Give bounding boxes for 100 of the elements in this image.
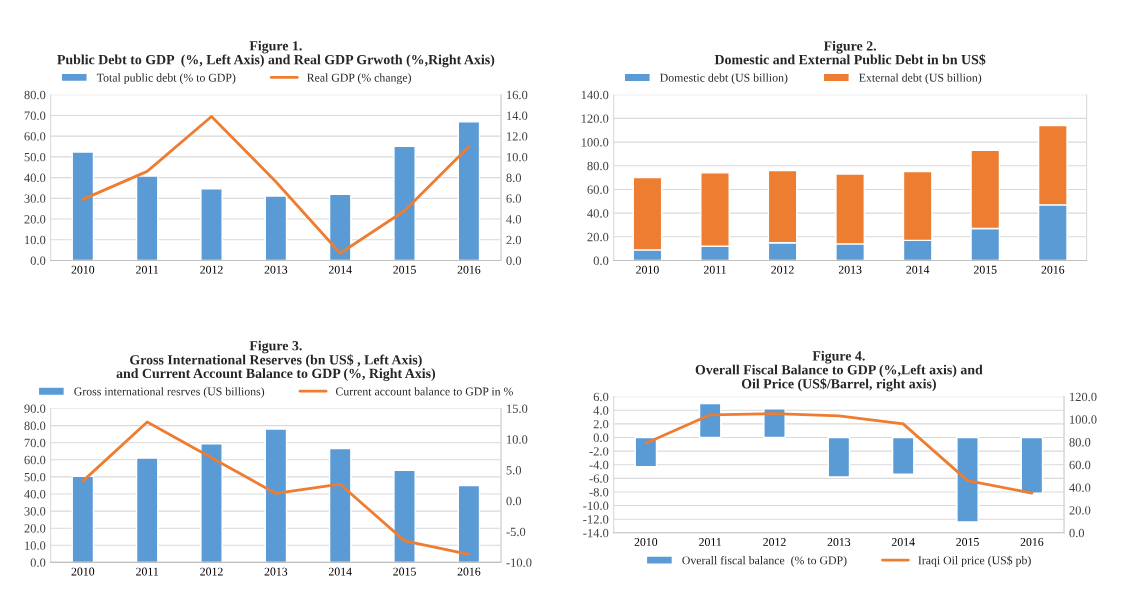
y-tick-label: 70.0 (24, 438, 46, 448)
y2-tick-label: 100.0 (1070, 415, 1097, 424)
bar (328, 193, 352, 261)
y-tick-label: 140.0 (581, 90, 609, 100)
y2-tick-label: 16.0 (507, 90, 528, 100)
y2-tick-label: 120.0 (1070, 392, 1097, 402)
y-tick-label: 120.0 (581, 114, 609, 123)
x-tick-label: 2014 (891, 538, 915, 546)
bar (71, 475, 95, 563)
y2-tick-label: -5.0 (506, 527, 526, 537)
x-tick-label: 2015 (393, 567, 416, 576)
x-tick-label: 2014 (328, 265, 352, 274)
chart-title: Figure 4. Overall Fiscal Balance to GDP (%,Left axis) and Oil Price (US$/Barrel, right axis) (695, 350, 983, 392)
bar (328, 447, 352, 563)
y-tick-label: 0.0 (30, 256, 46, 265)
x-tick-label: 2016 (457, 265, 481, 274)
y-tick-label: 80.0 (24, 90, 46, 100)
bar (891, 436, 915, 475)
y-tick-label: 30.0 (24, 194, 46, 203)
y2-tick-label: 60.0 (1069, 460, 1091, 470)
y2-tick-label: 12.0 (507, 132, 528, 141)
y-tick-label: 40.0 (24, 490, 46, 499)
line-series (81, 115, 471, 255)
y2-tick-label: 5.0 (506, 466, 522, 475)
bar (200, 443, 223, 563)
x-tick-label: 2014 (328, 567, 352, 576)
y-tick-label: 20.0 (24, 215, 46, 224)
line-series (81, 420, 471, 556)
x-tick-label: 2015 (393, 265, 416, 274)
legend-label: Gross international resrves (US billions) (74, 387, 265, 398)
y-tick-label: 0.0 (593, 256, 609, 265)
y2-tick-label: 10.0 (507, 152, 528, 162)
bar (393, 469, 416, 563)
y2-tick-label: 2.0 (506, 235, 522, 245)
y-tick-label: 2.0 (593, 419, 609, 429)
legend-label: Total public debt (% to GDP) (96, 73, 236, 85)
bar (393, 145, 416, 261)
legend-label: External debt (US billion) (859, 73, 982, 85)
bar (956, 436, 979, 523)
x-tick-label: 2016 (1041, 265, 1065, 274)
y-tick-label: 80.0 (587, 161, 609, 171)
y2-tick-label: 10.0 (507, 435, 528, 444)
y-tick-label: 70.0 (24, 111, 46, 120)
y-tick-label: 10.0 (25, 235, 46, 245)
x-tick-label: 2015 (956, 538, 979, 546)
chart-title: Figure 2. Domestic and External Public Debt in bn US$ (714, 40, 986, 66)
y-tick-label: 40.0 (587, 209, 609, 218)
y-tick-label: 60.0 (24, 132, 46, 141)
y-tick-label: 20.0 (24, 524, 46, 533)
x-tick-label: 2013 (838, 265, 862, 274)
x-tick-label: 2013 (827, 538, 851, 546)
y2-tick-label: 8.0 (506, 173, 522, 183)
x-tick-label: 2014 (906, 265, 930, 274)
x-tick-label: 2012 (763, 538, 786, 546)
legend-label: Real GDP (% change) (307, 73, 411, 85)
y2-tick-label: 14.0 (507, 111, 528, 120)
y2-tick-label: 40.0 (1069, 483, 1091, 492)
y-tick-label: -12.0 (583, 515, 609, 524)
y-tick-label: 60.0 (24, 455, 46, 465)
y-tick-label: 100.0 (581, 138, 609, 147)
x-tick-label: 2012 (771, 265, 794, 274)
y-tick-label: 6.0 (593, 392, 609, 402)
y-tick-label: -14.0 (583, 528, 609, 538)
x-tick-label: 2010 (71, 567, 95, 576)
legend-label: Overall fiscal balance (% to GDP) (682, 555, 847, 567)
y2-tick-label: 0.0 (506, 496, 522, 506)
legend-label: Iraqi Oil price (US$ pb) (918, 555, 1031, 567)
bar (71, 151, 95, 261)
y-tick-label: 50.0 (24, 152, 46, 162)
y2-tick-label: 15.0 (507, 404, 528, 413)
y2-tick-label: 80.0 (1069, 438, 1091, 447)
x-tick-label: 2010 (636, 265, 659, 274)
bar (634, 436, 658, 468)
y-tick-label: -2.0 (589, 447, 609, 456)
bar (135, 175, 159, 261)
x-tick-label: 2011 (136, 265, 159, 274)
bar (1020, 436, 1044, 495)
bar (827, 436, 851, 478)
x-tick-label: 2011 (703, 265, 726, 274)
bar (264, 428, 288, 563)
y-tick-label: 4.0 (593, 406, 609, 415)
x-tick-label: 2015 (973, 265, 997, 274)
bar (457, 484, 481, 563)
x-tick-label: 2016 (1020, 538, 1044, 546)
bar (763, 408, 786, 439)
y-tick-label: 40.0 (24, 173, 46, 183)
y-tick-label: 90.0 (24, 404, 46, 413)
y-tick-label: -4.0 (589, 460, 609, 470)
line-series (644, 412, 1034, 495)
y-tick-label: 0.0 (30, 558, 46, 567)
x-tick-label: 2013 (264, 567, 288, 576)
x-tick-label: 2010 (71, 265, 95, 274)
chart-title: Figure 1. Public Debt to GDP (%, Left Axis) and Real GDP Grwoth (%,Right Axis) (57, 40, 495, 68)
bar (264, 195, 288, 261)
y2-tick-label: -10.0 (506, 558, 532, 567)
y-tick-label: 30.0 (24, 507, 46, 516)
y-tick-label: 80.0 (24, 421, 46, 431)
x-tick-label: 2011 (136, 567, 159, 576)
y2-tick-label: 6.0 (506, 194, 522, 203)
x-tick-label: 2012 (200, 265, 223, 274)
